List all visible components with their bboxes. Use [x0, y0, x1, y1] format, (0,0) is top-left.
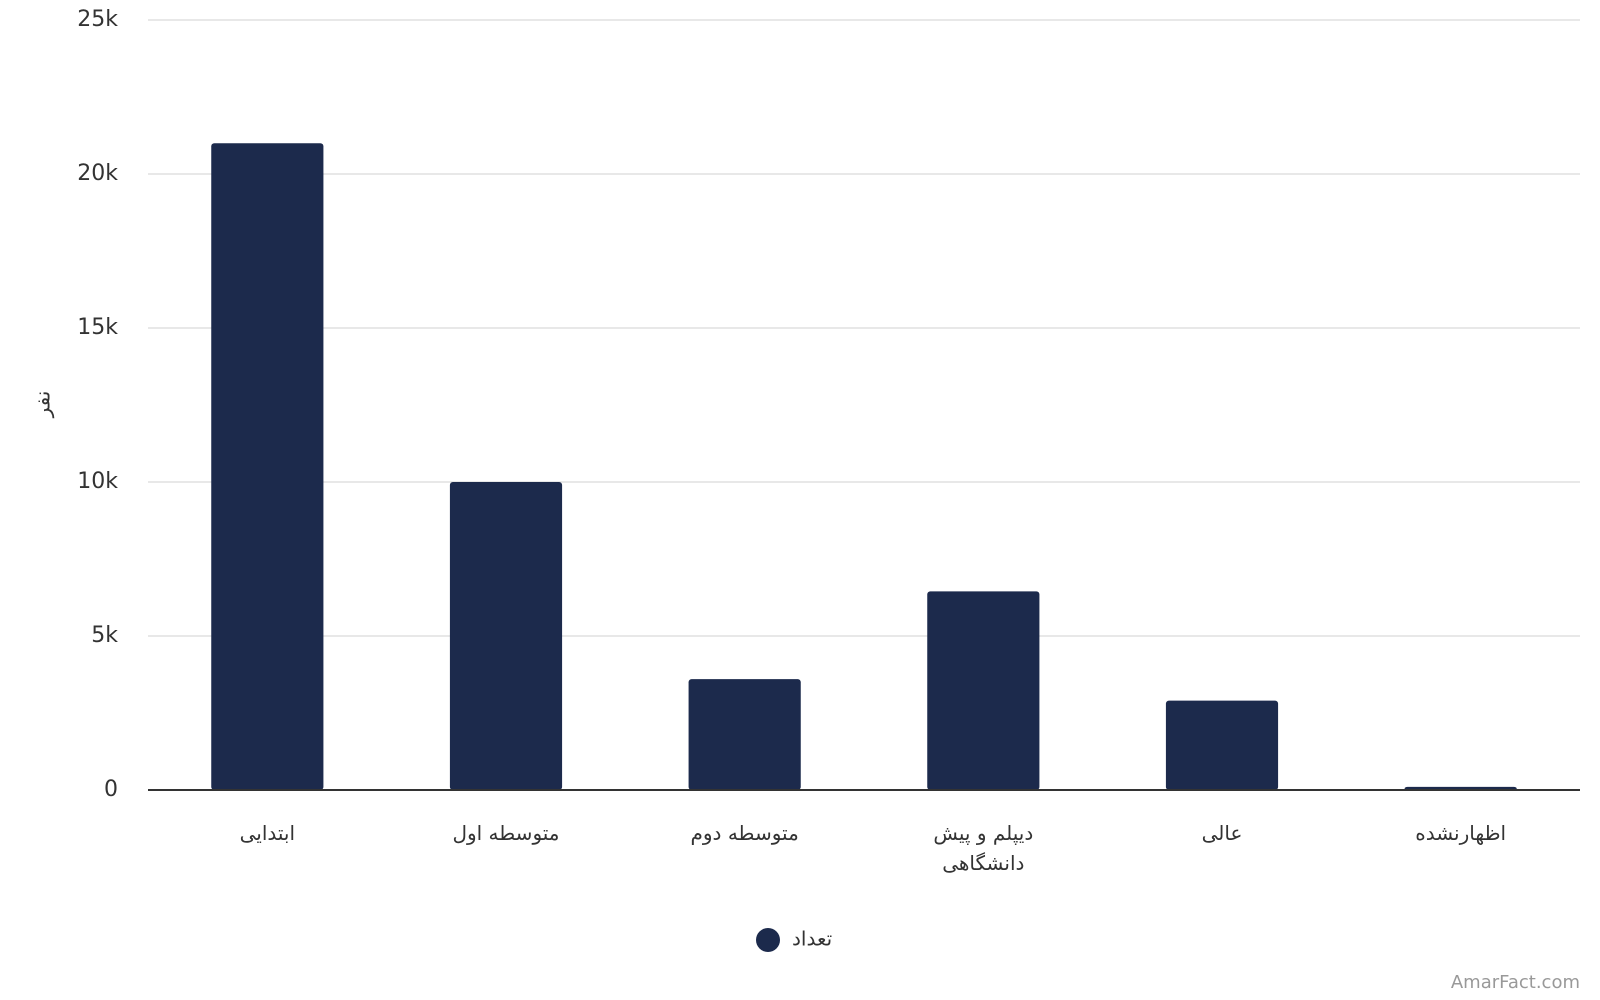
bar: [211, 143, 324, 790]
y-tick-label: 25k: [77, 7, 118, 32]
x-tick-label-box: ابتدایی: [239, 821, 296, 845]
x-tick-label-box: متوسطه اول: [452, 821, 560, 845]
bar: [1165, 700, 1279, 790]
x-tick-label-box: عالی: [1201, 821, 1243, 845]
x-tick-label: دیپلم و پیش دانشگاهی: [933, 821, 1034, 875]
legend-marker: [756, 928, 780, 952]
x-tick-label-box: دیپلم و پیش دانشگاهی: [933, 821, 1034, 875]
x-tick-label-box: متوسطه دوم: [690, 821, 799, 845]
y-tick-label: 20k: [77, 161, 118, 186]
y-tick-label: 10k: [77, 469, 118, 494]
y-tick-label: 0: [104, 777, 118, 802]
legend-label: تعداد: [792, 927, 832, 951]
x-tick-label: متوسطه دوم: [690, 821, 799, 845]
x-tick-label-box: اظهارنشده: [1415, 821, 1507, 845]
watermark: AmarFact.com: [1451, 972, 1580, 993]
y-axis-title: نفر: [31, 391, 55, 419]
x-tick-label: عالی: [1201, 821, 1243, 845]
bar: [688, 679, 801, 790]
x-tick-label: ابتدایی: [239, 821, 296, 845]
y-tick-label: 15k: [77, 315, 118, 340]
y-tick-label: 5k: [91, 623, 118, 648]
x-tick-label: اظهارنشده: [1415, 821, 1507, 845]
x-tick-label: متوسطه اول: [452, 821, 560, 845]
bar: [449, 482, 563, 790]
bar: [927, 591, 1040, 790]
